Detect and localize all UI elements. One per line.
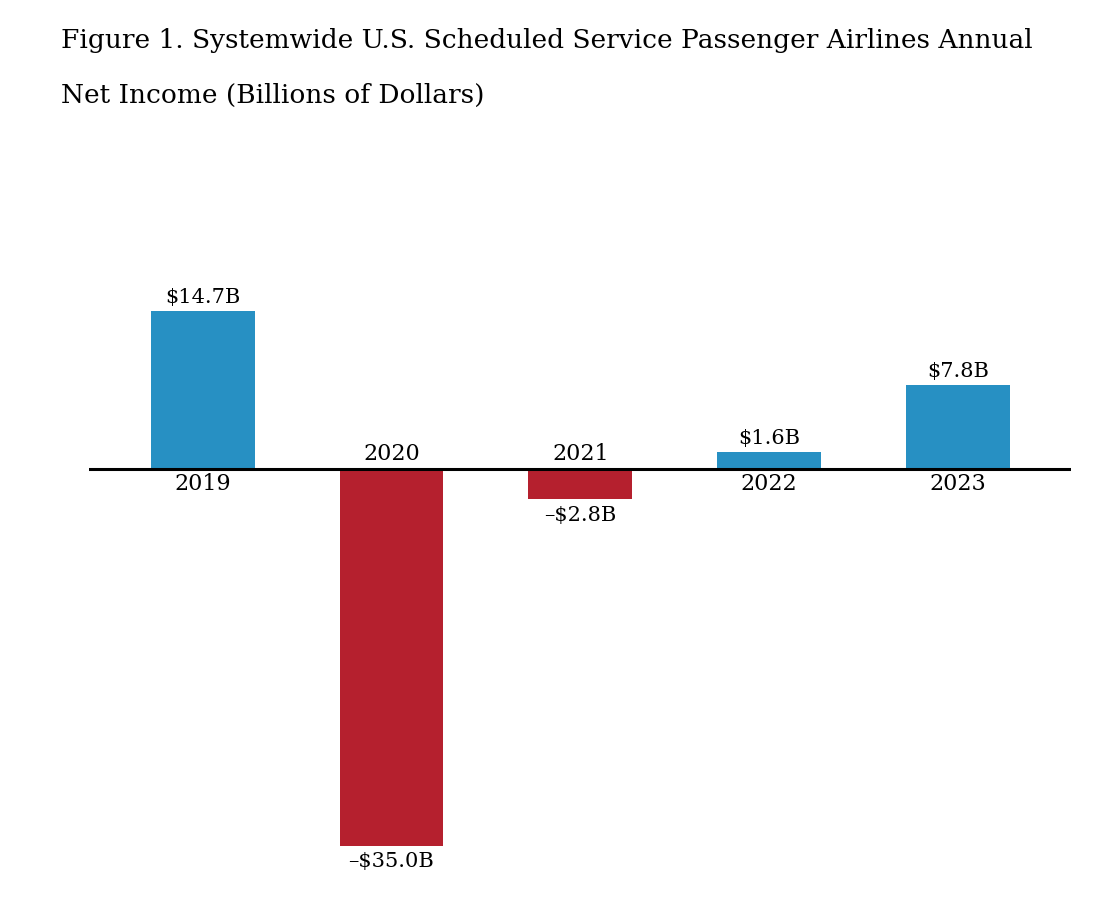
Text: –$2.8B: –$2.8B [545,506,616,525]
Text: 2023: 2023 [930,474,987,496]
Text: $7.8B: $7.8B [927,362,989,381]
Text: –$35.0B: –$35.0B [348,852,434,871]
Text: 2022: 2022 [741,474,798,496]
Text: 2020: 2020 [363,442,420,465]
Bar [718,452,821,469]
Text: Net Income (Billions of Dollars): Net Income (Billions of Dollars) [61,83,484,107]
Text: 2019: 2019 [174,474,231,496]
Text: 2021: 2021 [552,442,608,465]
Text: $14.7B: $14.7B [165,287,240,307]
Bar [151,311,254,469]
Bar [528,469,633,499]
Bar [339,469,443,845]
Bar [906,386,1010,469]
Text: Figure 1. Systemwide U.S. Scheduled Service Passenger Airlines Annual: Figure 1. Systemwide U.S. Scheduled Serv… [61,28,1033,52]
Text: $1.6B: $1.6B [738,429,800,448]
